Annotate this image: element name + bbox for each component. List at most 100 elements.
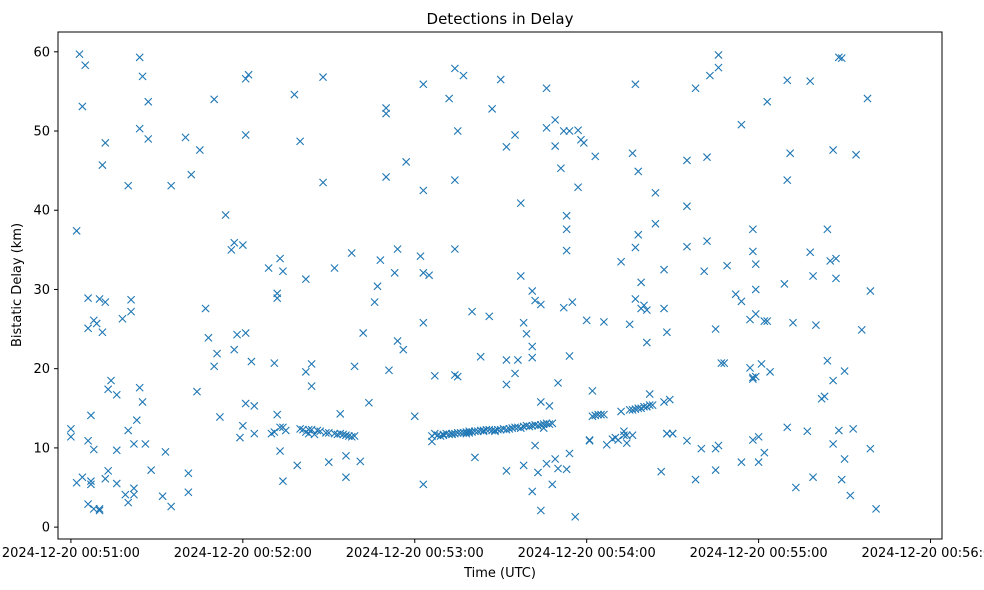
data-point	[238, 241, 247, 250]
data-point	[465, 428, 474, 437]
data-point	[834, 53, 843, 62]
data-point	[450, 64, 459, 73]
data-point	[737, 458, 746, 467]
data-point	[98, 328, 107, 337]
data-point	[714, 441, 723, 450]
x-tick-label: 2024-12-20 00:51:00	[2, 546, 140, 561]
data-point	[124, 498, 133, 507]
data-point	[588, 386, 597, 395]
data-point	[519, 318, 528, 327]
data-point	[522, 421, 531, 430]
y-axis-label: Bistatic Delay (km)	[10, 223, 25, 347]
data-point	[112, 446, 121, 455]
data-point	[645, 401, 654, 410]
data-point	[665, 395, 674, 404]
data-point	[783, 76, 792, 85]
data-point	[559, 303, 568, 312]
data-point	[144, 134, 153, 143]
data-point	[542, 123, 551, 132]
data-point	[645, 390, 654, 399]
data-point	[129, 439, 138, 448]
data-point	[502, 380, 511, 389]
data-point	[276, 447, 285, 456]
data-point	[823, 356, 832, 365]
data-point	[682, 202, 691, 211]
data-point	[247, 357, 256, 366]
data-point	[637, 278, 646, 287]
data-point	[748, 225, 757, 234]
data-point	[419, 268, 428, 277]
data-point	[127, 307, 136, 316]
data-point	[551, 142, 560, 151]
data-point	[459, 71, 468, 80]
data-point	[104, 466, 113, 475]
data-point	[336, 409, 345, 418]
data-point	[450, 176, 459, 185]
data-point	[562, 246, 571, 255]
data-point	[625, 320, 634, 329]
data-point	[737, 297, 746, 306]
data-point	[820, 392, 829, 401]
data-point	[682, 156, 691, 165]
data-point	[748, 435, 757, 444]
data-point	[144, 97, 153, 106]
data-point	[419, 480, 428, 489]
data-point	[75, 50, 84, 59]
data-point	[270, 428, 279, 437]
data-point	[806, 77, 815, 86]
data-point	[831, 274, 840, 283]
data-point	[809, 272, 818, 280]
y-tick-label: 0	[42, 521, 50, 536]
data-point	[528, 287, 537, 296]
data-point	[536, 300, 545, 309]
y-tick-label: 10	[33, 441, 50, 456]
data-point	[619, 427, 628, 436]
data-point	[167, 181, 176, 190]
data-point	[831, 254, 840, 263]
data-point	[528, 353, 537, 362]
data-point	[516, 272, 525, 280]
data-point	[642, 306, 651, 315]
data-point	[453, 372, 462, 381]
data-point	[588, 412, 597, 421]
data-point	[548, 480, 557, 489]
data-point	[496, 425, 505, 434]
data-point	[333, 430, 342, 439]
data-point	[86, 411, 95, 420]
data-point	[350, 432, 359, 441]
data-point	[846, 491, 855, 500]
data-point	[791, 483, 800, 492]
data-point	[304, 425, 313, 434]
data-point	[264, 264, 273, 273]
y-axis: 0 10 20 30 40 50 60	[33, 45, 58, 536]
data-point	[278, 267, 287, 276]
data-point	[273, 410, 282, 419]
data-point	[124, 426, 133, 435]
data-point	[101, 138, 110, 147]
data-point	[519, 422, 528, 431]
data-point	[746, 363, 755, 372]
data-point	[410, 412, 419, 421]
data-point	[826, 256, 835, 265]
data-point	[138, 397, 147, 406]
data-point	[132, 416, 141, 425]
data-point	[502, 425, 511, 434]
data-point	[167, 502, 176, 511]
data-point	[89, 445, 98, 454]
data-point	[488, 104, 497, 113]
data-point	[511, 369, 520, 378]
data-point	[118, 314, 127, 323]
data-point	[837, 54, 846, 63]
data-point	[657, 467, 666, 476]
data-point	[359, 329, 368, 338]
data-point	[582, 316, 591, 325]
data-point	[92, 319, 101, 328]
data-point	[631, 80, 640, 89]
y-tick-label: 50	[33, 125, 50, 140]
data-point	[717, 359, 726, 368]
data-point	[192, 387, 201, 396]
data-point	[660, 304, 669, 313]
data-point	[852, 150, 861, 159]
data-point	[95, 506, 104, 515]
